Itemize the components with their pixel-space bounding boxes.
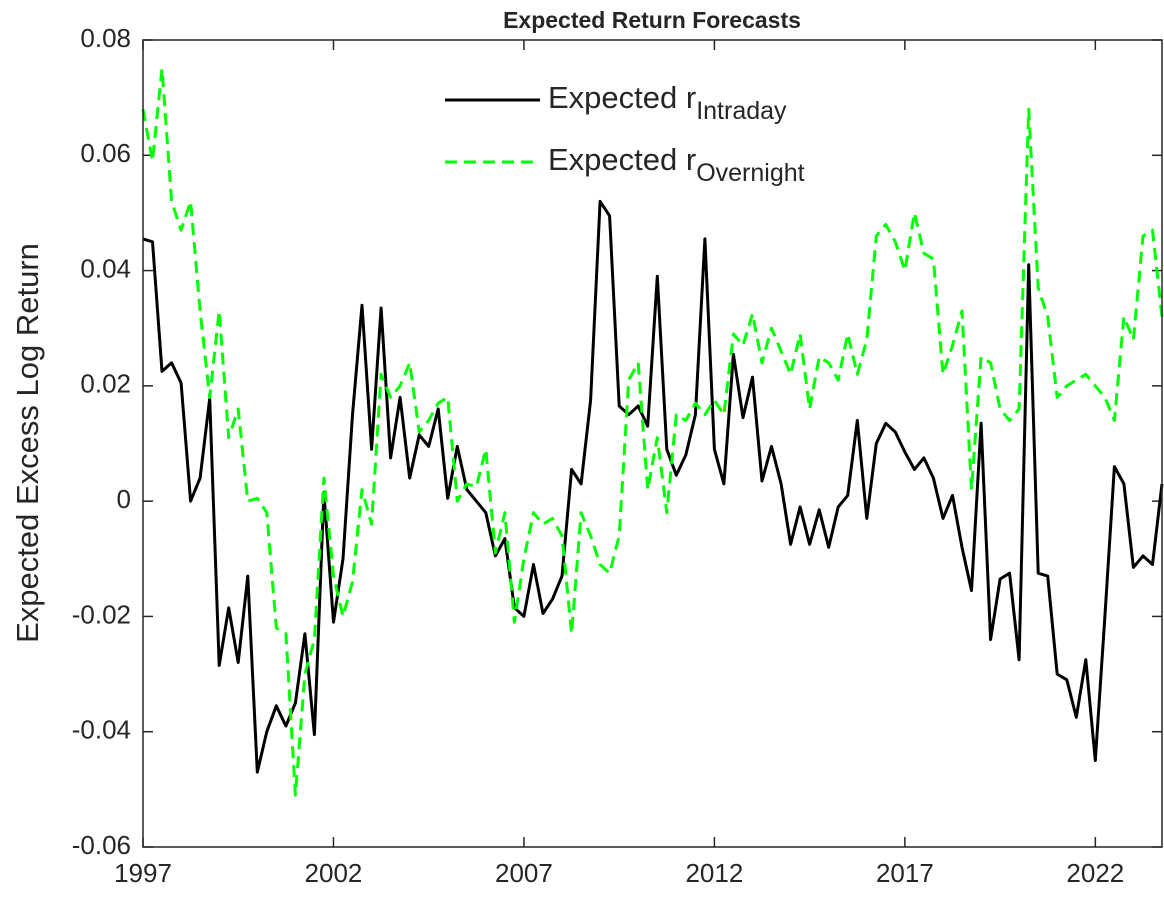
y-tick-label: 0 [117, 484, 131, 514]
x-tick-label: 2007 [495, 858, 553, 888]
x-tick-label: 2012 [685, 858, 743, 888]
chart-title: Expected Return Forecasts [503, 7, 801, 33]
x-tick-label: 2017 [876, 858, 934, 888]
y-tick-label: -0.04 [72, 715, 131, 745]
x-tick-label: 1997 [114, 858, 172, 888]
y-axis-label: Expected Excess Log Return [10, 243, 45, 643]
series-line [142, 199, 1164, 774]
y-tick-label: 0.08 [80, 23, 131, 53]
y-tick-label: -0.06 [72, 830, 131, 860]
plot-frame [142, 39, 1163, 848]
y-tick-label: -0.02 [72, 599, 131, 629]
y-tick-label: 0.04 [80, 253, 131, 283]
x-tick-label: 2022 [1066, 858, 1124, 888]
x-tick-label: 2002 [305, 858, 363, 888]
y-tick-label: 0.02 [80, 369, 131, 399]
legend-label: Expected rOvernight [548, 142, 805, 186]
y-tick-label: 0.06 [80, 138, 131, 168]
legend-label: Expected rIntraday [548, 80, 787, 124]
series-line [141, 67, 1164, 797]
